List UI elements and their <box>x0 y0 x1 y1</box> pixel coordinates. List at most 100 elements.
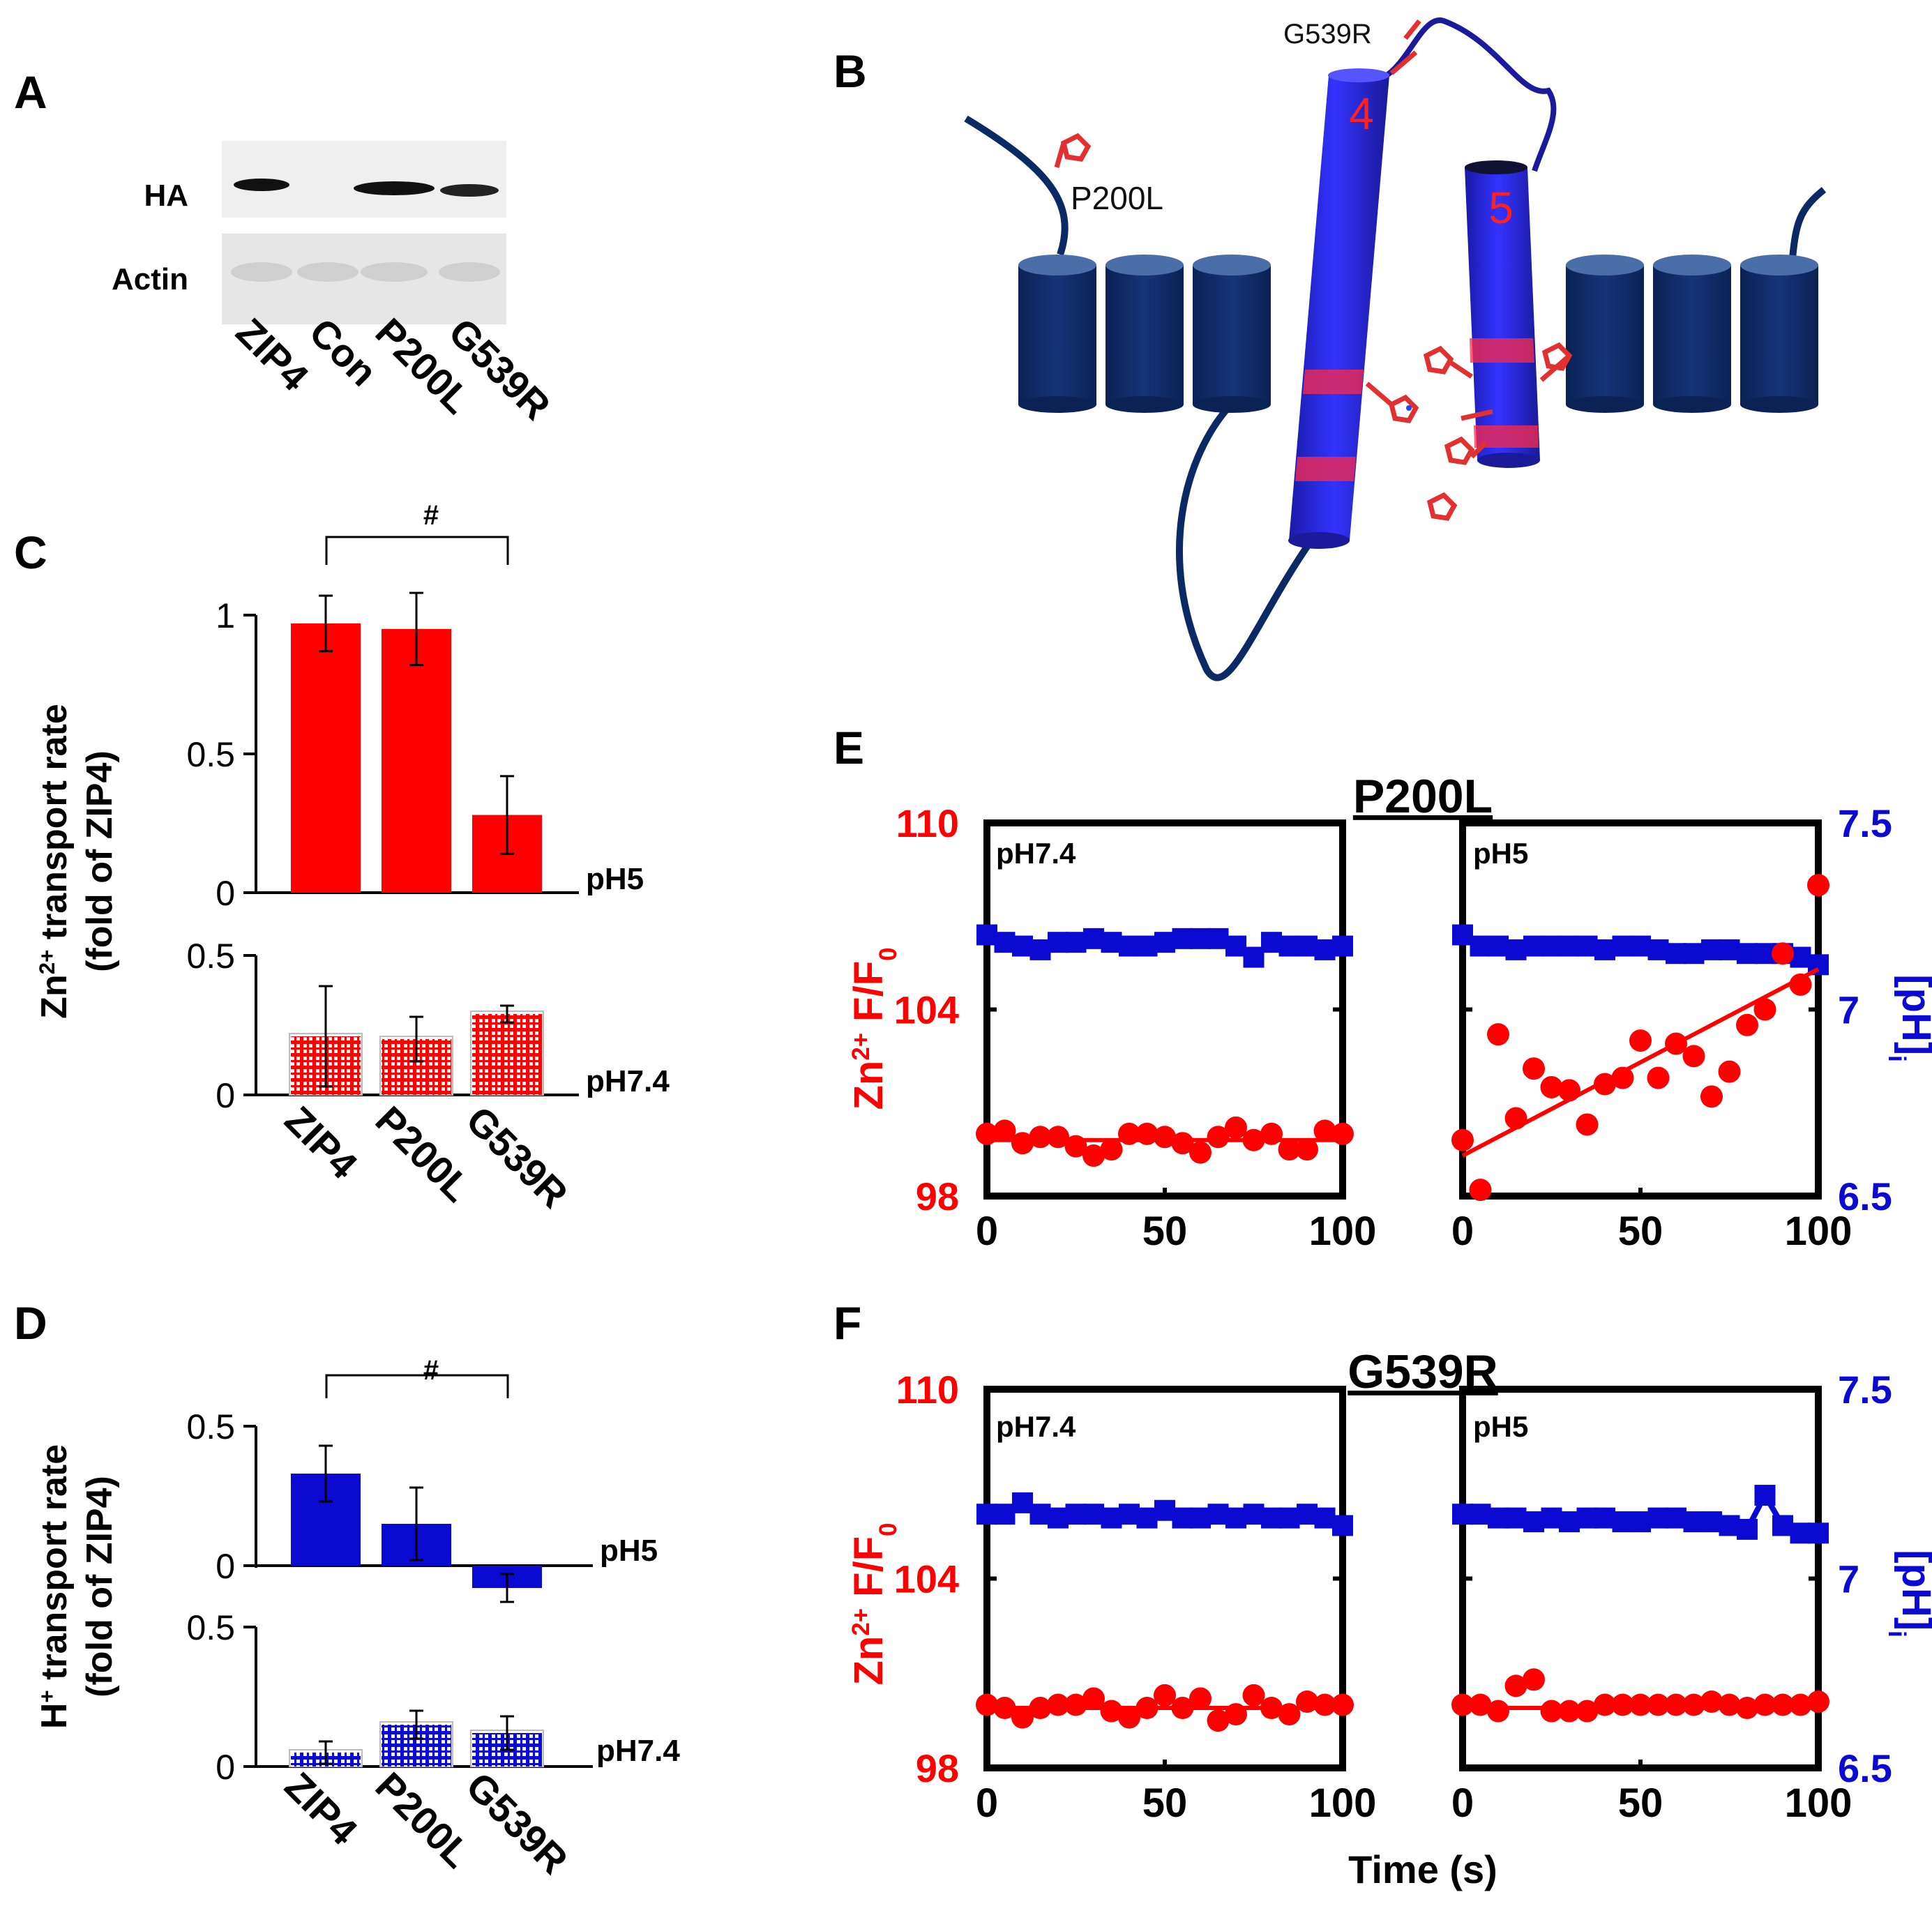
mutation-label-g539r: G539R <box>1283 19 1372 50</box>
ph-point <box>1647 1507 1669 1529</box>
ph-point <box>1101 932 1122 953</box>
zn-point <box>1011 1706 1034 1729</box>
y-tick-label-right: 7.5 <box>1838 1368 1892 1412</box>
zn-point <box>1736 1697 1758 1720</box>
residue-sticks <box>1054 19 1573 521</box>
ph-point <box>1012 935 1033 957</box>
zn-point <box>1558 1700 1580 1723</box>
zn-point <box>1469 1693 1492 1716</box>
ph-point <box>1719 939 1740 960</box>
zn-point <box>1242 1128 1265 1151</box>
ph-point <box>1612 1511 1633 1533</box>
chart-e-ph74: 0 50 100 98 104 110 <box>894 801 1377 1254</box>
ph-point <box>1297 1504 1318 1525</box>
zn-point <box>1154 1684 1176 1707</box>
helix-5-label: 5 <box>1488 183 1514 233</box>
zn-point <box>1242 1684 1265 1707</box>
ha-band-zip4 <box>234 179 289 191</box>
zn-point <box>1189 1687 1212 1710</box>
zn-point <box>1647 1066 1670 1089</box>
zn-point <box>1313 1693 1336 1716</box>
sig-bracket-c: # <box>325 500 509 565</box>
y-tick-label-left: 104 <box>894 988 959 1032</box>
zn-point <box>1207 1126 1230 1149</box>
tm-cylinders-right <box>1566 255 1818 413</box>
ph-point <box>976 924 997 946</box>
category-label-g539r: G539R <box>458 1764 577 1882</box>
y-tick-label: 0.5 <box>186 735 235 774</box>
ph-point <box>1594 939 1615 960</box>
ph-point <box>1737 943 1758 965</box>
ph-point <box>1541 935 1562 957</box>
y-tick-label: 0.5 <box>186 937 235 976</box>
panel-d-letter: D <box>14 1297 47 1349</box>
x-tick-label: 50 <box>1618 1209 1663 1254</box>
panel-f-letter: F <box>833 1297 861 1349</box>
zn-point <box>1576 1700 1599 1723</box>
ph-point <box>1523 935 1544 957</box>
panel-a-letter: A <box>14 66 47 118</box>
ph-point <box>994 1504 1016 1525</box>
ph-point <box>994 932 1016 953</box>
ph-point <box>1314 1507 1336 1529</box>
y-tick-label: 0 <box>216 1076 235 1115</box>
ph-point <box>1207 1504 1229 1525</box>
panel-e-yright-label: [pH]i <box>1884 974 1932 1062</box>
category-label-zip4: ZIP4 <box>277 1098 366 1187</box>
ph-point <box>1207 928 1229 949</box>
zn-point <box>1171 1697 1194 1720</box>
panel-d-ylabel-1: H+ transport rate <box>34 1444 75 1729</box>
ph-point <box>1083 1504 1104 1525</box>
y-tick-label: 0.5 <box>186 1407 235 1446</box>
panel-e-yleft-label: Zn2+ F/F0 <box>846 948 902 1110</box>
zn-point <box>1504 1674 1527 1697</box>
zn-point <box>1135 1697 1159 1720</box>
ph-point <box>1701 1511 1722 1533</box>
condition-label-d-ph5: pH5 <box>600 1534 658 1568</box>
x-tick-label: 0 <box>976 1209 998 1254</box>
zn-point <box>1772 942 1794 965</box>
helix-4-label: 4 <box>1349 89 1374 139</box>
ph-point <box>1119 935 1140 957</box>
zn-point <box>1135 1122 1159 1145</box>
zn-point <box>1029 1697 1052 1720</box>
zn-point <box>1011 1132 1034 1155</box>
zn-point <box>1558 1079 1580 1102</box>
condition-label-d-ph74: pH7.4 <box>596 1734 680 1768</box>
ph-point <box>1666 1507 1686 1529</box>
ph-point <box>1172 928 1193 949</box>
zn-point <box>1451 1693 1474 1716</box>
x-tick-label: 100 <box>1309 1780 1377 1826</box>
ph-point <box>1452 924 1473 946</box>
zn-point <box>1700 1690 1723 1713</box>
zn-point <box>1171 1132 1194 1155</box>
ph-point <box>1808 1522 1829 1544</box>
helix-4: 4 <box>1288 68 1389 549</box>
ph-point <box>1523 1511 1544 1533</box>
zn-point <box>1682 1693 1705 1716</box>
category-label-zip4: ZIP4 <box>277 1764 366 1853</box>
ph-point <box>1683 1511 1705 1533</box>
ph-point <box>1666 943 1686 965</box>
ph-point <box>1790 1522 1811 1544</box>
zn-point <box>1576 1113 1599 1136</box>
zn-point <box>1665 1693 1687 1716</box>
sig-bracket-d: # <box>325 1355 509 1398</box>
zn-point <box>1278 1138 1301 1161</box>
bar-p200l <box>382 628 451 893</box>
zn-point <box>1260 1697 1283 1720</box>
zn-point <box>1700 1085 1723 1108</box>
ph-point <box>976 1504 997 1525</box>
y-tick-label-left: 98 <box>916 1174 959 1218</box>
ph-point <box>1541 1507 1562 1529</box>
zn-point <box>1118 1706 1140 1729</box>
ph-point <box>1488 1507 1509 1529</box>
ph-point <box>1261 932 1282 953</box>
y-tick-label-right: 7.5 <box>1838 801 1892 845</box>
ph-point <box>1065 1504 1087 1525</box>
ph-point <box>1488 935 1509 957</box>
ph-point <box>1119 1504 1140 1525</box>
